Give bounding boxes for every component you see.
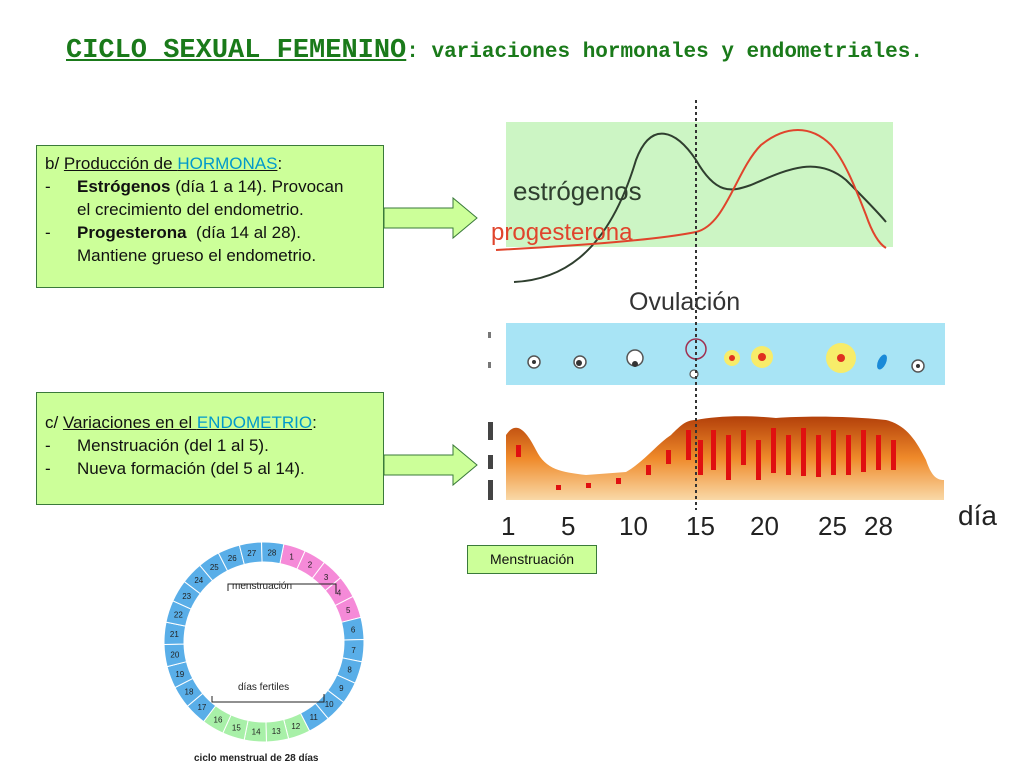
estrogen-label: estrógenos	[513, 176, 642, 206]
progesterone-curve	[495, 129, 887, 251]
wheel-caption: ciclo menstrual de 28 días	[194, 753, 319, 764]
wheel-day-label: 2	[308, 561, 313, 570]
wheel-day-label: 15	[232, 724, 241, 733]
hormones-keyword: HORMONAS	[177, 154, 278, 173]
wheel-segment	[261, 541, 285, 565]
estrogen-name: Estrógenos	[77, 177, 171, 196]
wheel-day-label: 13	[272, 727, 281, 736]
wheel-day-label: 12	[291, 722, 300, 731]
ovulation-label: Ovulación	[629, 288, 740, 316]
menstruation-wheel-label: menstruación	[232, 581, 292, 592]
wheel-day-label: 19	[175, 670, 184, 679]
arrow-to-hormones	[383, 196, 478, 240]
hormone-item-estrogen: - Estrógenos (día 1 a 14). Provocan	[45, 177, 344, 196]
endometrium-keyword: ENDOMETRIO	[196, 413, 313, 432]
hormone-item-progesterone: - Progesterona (día 14 al 28).	[45, 223, 301, 242]
endometrium-item-menstruation: - Menstruación (del 1 al 5).	[45, 436, 269, 455]
wheel-day-label: 10	[325, 700, 334, 709]
wheel-day-label: 22	[174, 610, 183, 619]
hormones-box: b/ Producción de HORMONAS: - Estrógenos (…	[36, 145, 384, 288]
hormone-item-estrogen-cont: el crecimiento del endometrio.	[77, 200, 304, 219]
progesterone-name: Progesterona	[77, 223, 187, 242]
wheel-day-label: 1	[289, 552, 294, 561]
wheel-day-label: 23	[182, 592, 191, 601]
arrow-to-endometrium	[383, 443, 478, 487]
wheel-day-label: 28	[267, 548, 276, 557]
follicle-stages	[527, 338, 925, 379]
day-tick: 10	[619, 511, 648, 541]
wheel-day-label: 9	[339, 684, 344, 693]
cycle-wheel: 1234567891011121314151617181920212223242…	[163, 541, 365, 764]
wheel-day-label: 3	[324, 573, 329, 582]
progesterone-label: progesterona	[491, 219, 633, 246]
day-axis-label: día	[958, 500, 997, 531]
wheel-day-label: 21	[170, 630, 179, 639]
day-tick: 1	[501, 511, 515, 541]
title-main: CICLO SEXUAL FEMENINO	[66, 36, 407, 66]
day-axis: 1 5 10 15 20 25 28 día	[501, 500, 997, 541]
endometrium-heading: c/ Variaciones en el ENDOMETRIO:	[45, 413, 317, 432]
wheel-day-label: 18	[185, 688, 194, 697]
fertile-wheel-label: días fertiles	[238, 682, 289, 693]
wheel-day-label: 26	[228, 554, 237, 563]
title-sub: : variaciones hormonales y endometriales…	[406, 41, 923, 64]
endometrium-heading-text: Variaciones en el ENDOMETRIO	[62, 413, 313, 432]
wheel-day-label: 17	[197, 703, 206, 712]
hormone-cycle-diagram: estrógenos progesterona Ovulación 1 5 10…	[488, 100, 997, 541]
day-tick: 25	[818, 511, 847, 541]
wheel-day-label: 20	[170, 650, 179, 659]
wheel-day-label: 6	[351, 626, 356, 635]
day-tick: 28	[864, 511, 893, 541]
wheel-day-label: 11	[310, 713, 319, 722]
endometrium-item-regeneration: - Nueva formación (del 5 al 14).	[45, 459, 305, 478]
wheel-day-label: 27	[247, 549, 256, 558]
menstruation-label: Menstruación	[467, 545, 597, 574]
fertile-bracket	[211, 694, 325, 703]
day-tick: 15	[686, 511, 715, 541]
endometrium-vessels	[516, 428, 896, 490]
day-tick: 20	[750, 511, 779, 541]
wheel-day-label: 7	[351, 646, 356, 655]
wheel-day-label: 4	[337, 588, 342, 597]
day-tick: 5	[561, 511, 575, 541]
wheel-day-label: 14	[252, 728, 261, 737]
hormones-heading: b/ Producción de HORMONAS:	[45, 154, 283, 173]
wheel-day-label: 8	[347, 666, 352, 675]
wheel-day-label: 24	[194, 576, 203, 585]
wheel-day-label: 5	[346, 606, 351, 615]
wheel-day-label: 16	[214, 715, 223, 724]
page-title: CICLO SEXUAL FEMENINO: variaciones hormo…	[66, 36, 923, 66]
menstruation-bracket	[227, 583, 337, 594]
hormone-item-progesterone-cont: Mantiene grueso el endometrio.	[77, 246, 317, 265]
endometrium-box: c/ Variaciones en el ENDOMETRIO: - Menstr…	[36, 392, 384, 505]
estrogen-curve	[513, 132, 887, 283]
wheel-day-label: 25	[210, 563, 219, 572]
wheel-segments: 1234567891011121314151617181920212223242…	[163, 541, 365, 743]
hormones-heading-text: Producción de HORMONAS	[63, 154, 278, 173]
